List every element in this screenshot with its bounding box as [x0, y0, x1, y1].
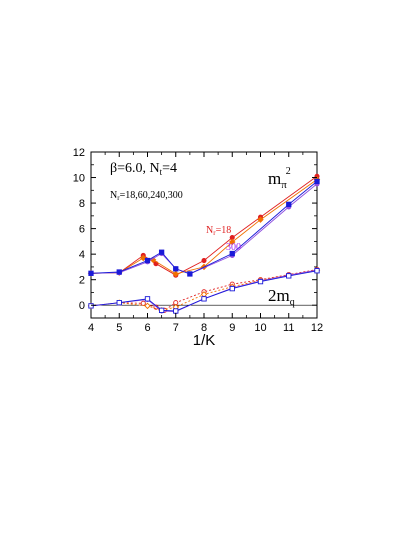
- mq-series: [88, 268, 320, 314]
- y-tick-label: 2: [79, 275, 85, 287]
- data-point: [144, 296, 151, 302]
- mq-label: 2mq: [268, 286, 295, 308]
- x-tick-label: 12: [311, 322, 323, 334]
- data-point: [88, 303, 94, 309]
- data-point: [140, 254, 147, 262]
- data-point: [173, 266, 179, 272]
- data-point: [158, 249, 165, 255]
- nr18-label: Nr=18: [206, 225, 231, 237]
- data-point: [187, 271, 193, 277]
- y-tick-label: 4: [79, 249, 85, 261]
- mpi2-label: mπ2: [268, 166, 291, 191]
- x-tick-label: 6: [144, 322, 150, 334]
- data-point: [116, 269, 122, 275]
- data-point: [314, 268, 320, 274]
- x-axis-label: 1/K: [193, 332, 216, 349]
- data-point: [144, 302, 151, 310]
- x-tick-label: 10: [254, 322, 266, 334]
- y-tick-label: 6: [79, 224, 85, 236]
- x-tick-label: 9: [229, 322, 235, 334]
- data-point: [229, 238, 236, 246]
- data-point: [229, 285, 235, 292]
- data-point: [286, 273, 292, 279]
- x-tick-label: 7: [173, 322, 179, 334]
- nr300-label: 300: [226, 242, 241, 253]
- data-point: [173, 308, 179, 314]
- data-point: [158, 307, 165, 313]
- x-tick-label: 4: [88, 322, 94, 334]
- data-point: [172, 270, 179, 278]
- x-tick-label: 8: [201, 322, 207, 334]
- series-line: [90, 270, 318, 312]
- data-point: [257, 278, 264, 285]
- mpi2-series: [88, 178, 320, 277]
- x-tick-label: 5: [116, 322, 122, 334]
- data-point: [257, 216, 264, 223]
- params-annotation: β=6.0, Nt=4: [110, 161, 177, 177]
- y-tick-label: 12: [73, 147, 85, 159]
- y-tick-label: 10: [73, 173, 85, 185]
- data-point: [314, 178, 320, 185]
- data-point: [88, 270, 94, 276]
- y-tick-label: 8: [79, 198, 85, 210]
- data-point: [140, 300, 146, 306]
- x-tick-label: 11: [283, 322, 294, 334]
- nr-annotation: Nr=18,60,240,300: [110, 190, 183, 202]
- y-tick-label: 0: [79, 300, 85, 312]
- data-point: [144, 257, 151, 264]
- data-point: [286, 201, 292, 208]
- data-point: [201, 296, 207, 302]
- data-point: [229, 250, 235, 257]
- data-point: [116, 300, 122, 306]
- data-point: [201, 257, 207, 264]
